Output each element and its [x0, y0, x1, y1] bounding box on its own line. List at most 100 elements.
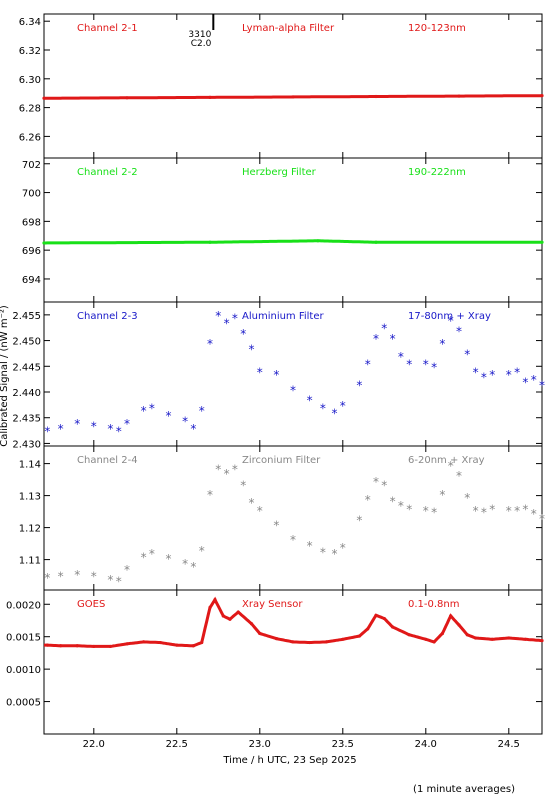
data-point: *: [514, 504, 520, 518]
data-point: *: [182, 414, 188, 428]
data-point: *: [116, 574, 122, 588]
data-point: *: [149, 401, 155, 415]
data-point: *: [307, 394, 313, 408]
data-point: *: [215, 462, 221, 476]
data-point: [142, 640, 146, 644]
x-tick-label: 24.5: [498, 739, 520, 750]
data-point: [374, 94, 378, 99]
data-point: *: [456, 469, 462, 483]
data-point: *: [232, 311, 238, 325]
x-tick-label: 23.5: [332, 739, 354, 750]
data-point: *: [224, 317, 230, 331]
data-point: *: [124, 417, 130, 431]
flare-annotation: C2.0: [191, 39, 212, 49]
data-point: [228, 617, 232, 621]
footnote: (1 minute averages): [413, 784, 515, 795]
data-point: [92, 644, 96, 649]
data-point: *: [249, 496, 255, 510]
x-axis-label: Time / h UTC, 23 Sep 2025: [222, 755, 356, 766]
y-tick-label: 0.0005: [6, 698, 41, 709]
data-point: *: [190, 560, 196, 574]
panel-2: 702 700 698 696 694 Channel 2-2 Herzberg Filte…: [22, 157, 544, 303]
panel-frame: [43, 13, 543, 159]
data-point: [457, 623, 461, 627]
panels-layer: 6.34 6.32 6.30 6.28 6.26 Channel 2-1 Lyman-alp…: [6, 13, 545, 750]
y-tick-label: 2.430: [12, 439, 41, 450]
y-tick-label: 0.0010: [6, 665, 41, 676]
data-point: *: [481, 371, 487, 385]
data-point: *: [431, 506, 437, 520]
data-point: *: [257, 365, 263, 379]
data-point: *: [224, 467, 230, 481]
panel-5: 0.0020 0.0015 0.0010 0.0005 22.0 22.5 23.0 23.5…: [6, 589, 544, 750]
data-point: *: [373, 332, 379, 346]
data-point: *: [439, 337, 445, 351]
data-point: [291, 640, 295, 644]
data-point: *: [58, 422, 64, 436]
data-point: *: [506, 504, 512, 518]
data-point: *: [240, 478, 246, 492]
y-tick-label: 1.13: [19, 492, 41, 503]
data-point: *: [44, 571, 50, 585]
data-point: *: [464, 491, 470, 505]
data-point: *: [365, 358, 371, 372]
data-point: *: [365, 493, 371, 507]
data-point: *: [273, 368, 279, 382]
data-point: *: [166, 552, 172, 566]
y-tick-label: 6.32: [19, 46, 41, 57]
data-point: [374, 613, 378, 617]
channel-label: Channel 2-1: [77, 23, 138, 34]
y-tick-label: 698: [22, 217, 41, 228]
data-point: [125, 642, 129, 646]
data-point: *: [199, 404, 205, 418]
channel-label: Channel 2-2: [77, 167, 138, 178]
panel-4: 1.141.131.121.11* * * * * *** * * * **** * ****** * *…: [19, 445, 545, 591]
data-point: *: [290, 383, 296, 397]
data-point: *: [373, 475, 379, 489]
data-point: [258, 631, 262, 636]
data-point: [213, 598, 217, 602]
data-point: *: [406, 502, 412, 516]
data-point: *: [473, 365, 479, 379]
data-point: [200, 640, 204, 645]
data-point: *: [190, 422, 196, 436]
filter-label: Aluminium Filter: [242, 311, 325, 322]
data-point: *: [257, 504, 263, 518]
data-point: *: [539, 378, 545, 392]
y-tick-label: 2.455: [12, 311, 41, 322]
data-point: *: [107, 573, 113, 587]
data-point: *: [423, 358, 429, 372]
data-point: [158, 640, 162, 645]
data-point: *: [91, 419, 97, 433]
panel-frame: [43, 589, 543, 735]
data-point: *: [464, 347, 470, 361]
data-point: *: [207, 488, 213, 502]
data-point: [540, 94, 544, 98]
panel-frame: [43, 157, 543, 303]
data-point: *: [307, 539, 313, 553]
data-point: [316, 239, 320, 243]
data-point: *: [531, 373, 537, 387]
data-point: *: [522, 502, 528, 516]
series-line: [44, 239, 542, 245]
data-point: *: [473, 504, 479, 518]
filter-label: Xray Sensor: [242, 599, 303, 610]
data-point: [59, 644, 63, 648]
data-point: [341, 637, 345, 641]
x-tick-label: 22.0: [83, 739, 105, 750]
band-label: 0.1-0.8nm: [408, 599, 460, 610]
data-point: *: [514, 365, 520, 379]
data-point: [474, 636, 478, 640]
data-point: *: [448, 314, 454, 328]
data-point: *: [249, 342, 255, 356]
data-point: [449, 614, 453, 618]
y-tick-label: 694: [22, 275, 41, 286]
data-point: *: [448, 459, 454, 473]
data-point: *: [141, 550, 147, 564]
y-tick-label: 1.14: [19, 460, 41, 471]
y-tick-label: 696: [22, 246, 41, 257]
data-point: *: [232, 462, 238, 476]
data-point: *: [74, 568, 80, 582]
data-point: [440, 631, 444, 636]
data-point: *: [58, 570, 64, 584]
